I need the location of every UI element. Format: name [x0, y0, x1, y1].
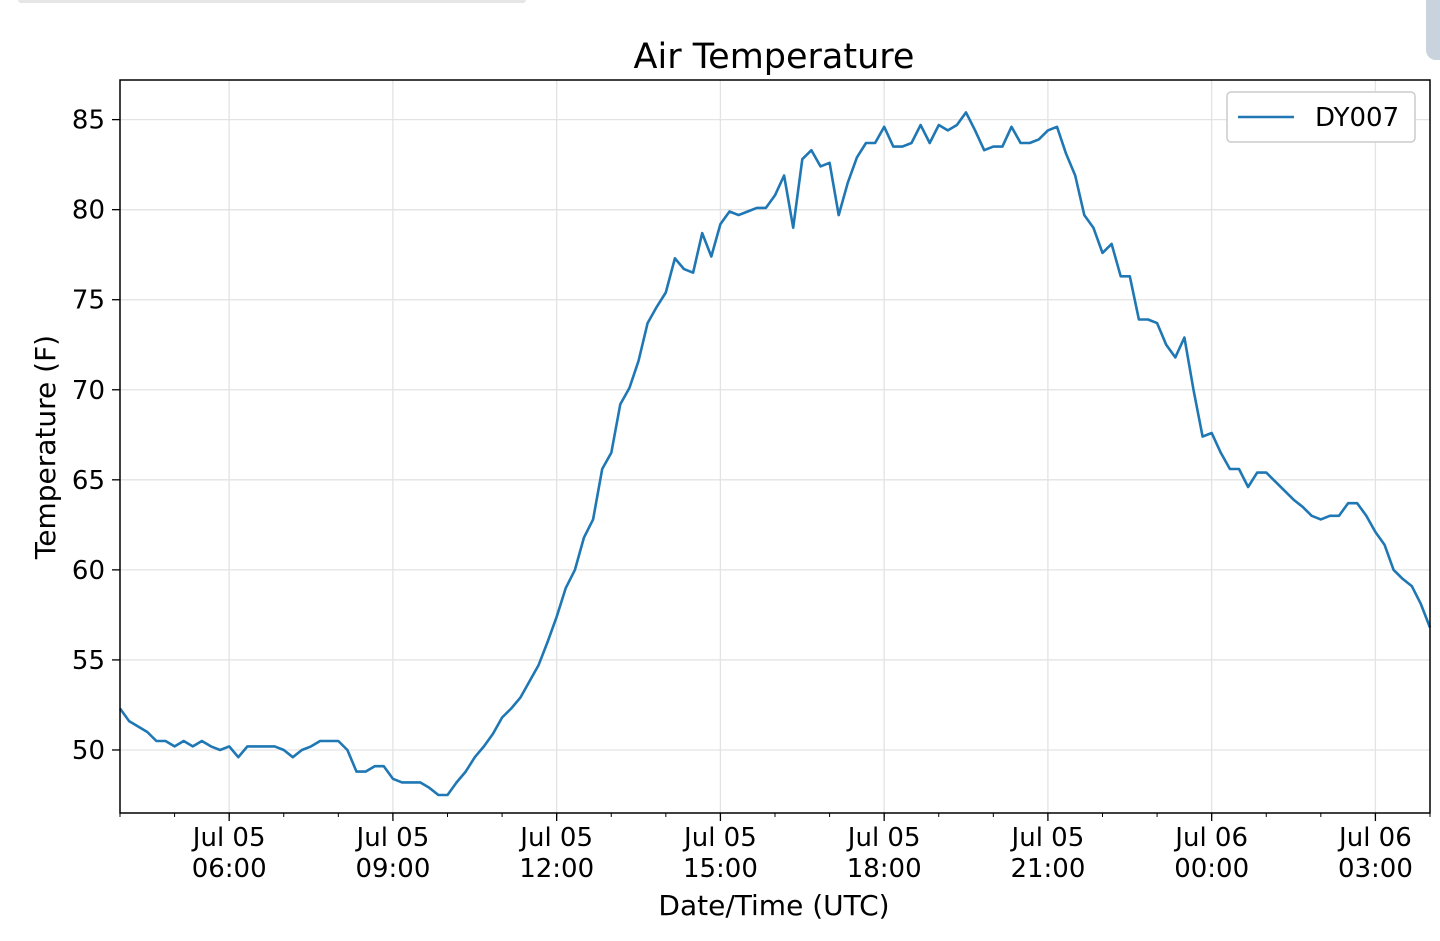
legend: DY007	[1226, 91, 1416, 143]
chart-title: Air Temperature	[634, 37, 915, 77]
y-tick-label: 50	[72, 736, 105, 766]
x-axis-label: Date/Time (UTC)	[658, 889, 889, 922]
corner-tab	[1426, 0, 1440, 60]
x-tick-label-date: Jul 06	[1337, 823, 1412, 853]
x-tick-label-time: 18:00	[847, 854, 922, 884]
top-scroll-bar	[18, 0, 526, 3]
x-tick-label-time: 09:00	[355, 854, 430, 884]
y-axis-label: Temperature (F)	[29, 335, 62, 560]
x-tick-label-time: 00:00	[1174, 854, 1249, 884]
y-tick-label: 60	[72, 556, 105, 586]
series-line-dy007	[118, 111, 1432, 797]
y-tick-label: 85	[72, 106, 105, 136]
y-tick-label: 80	[72, 196, 105, 226]
plot-frame	[119, 79, 1431, 814]
x-tick-label-date: Jul 05	[355, 823, 430, 853]
legend-box	[1226, 91, 1416, 143]
x-tick-label-date: Jul 05	[518, 823, 593, 853]
legend-label-dy007: DY007	[1315, 103, 1399, 133]
y-tick-label: 75	[72, 286, 105, 316]
x-tick-label-time: 15:00	[683, 854, 758, 884]
y-tick-label: 55	[72, 646, 105, 676]
x-tick-label-date: Jul 05	[682, 823, 757, 853]
series-layer	[118, 111, 1432, 797]
y-tick-label: 65	[72, 466, 105, 496]
x-tick-label-date: Jul 05	[1010, 823, 1085, 853]
x-tick-label-date: Jul 06	[1173, 823, 1248, 853]
x-tick-label-date: Jul 05	[191, 823, 266, 853]
x-tick-label-time: 21:00	[1010, 854, 1085, 884]
y-axis: 50 55 60 65 70 75 80 85	[72, 106, 120, 766]
x-tick-label-date: Jul 05	[846, 823, 921, 853]
x-tick-label-time: 06:00	[192, 854, 267, 884]
x-tick-label-time: 03:00	[1338, 854, 1413, 884]
y-tick-label: 70	[72, 376, 105, 406]
grid	[120, 80, 1430, 813]
x-tick-label-time: 12:00	[519, 854, 594, 884]
